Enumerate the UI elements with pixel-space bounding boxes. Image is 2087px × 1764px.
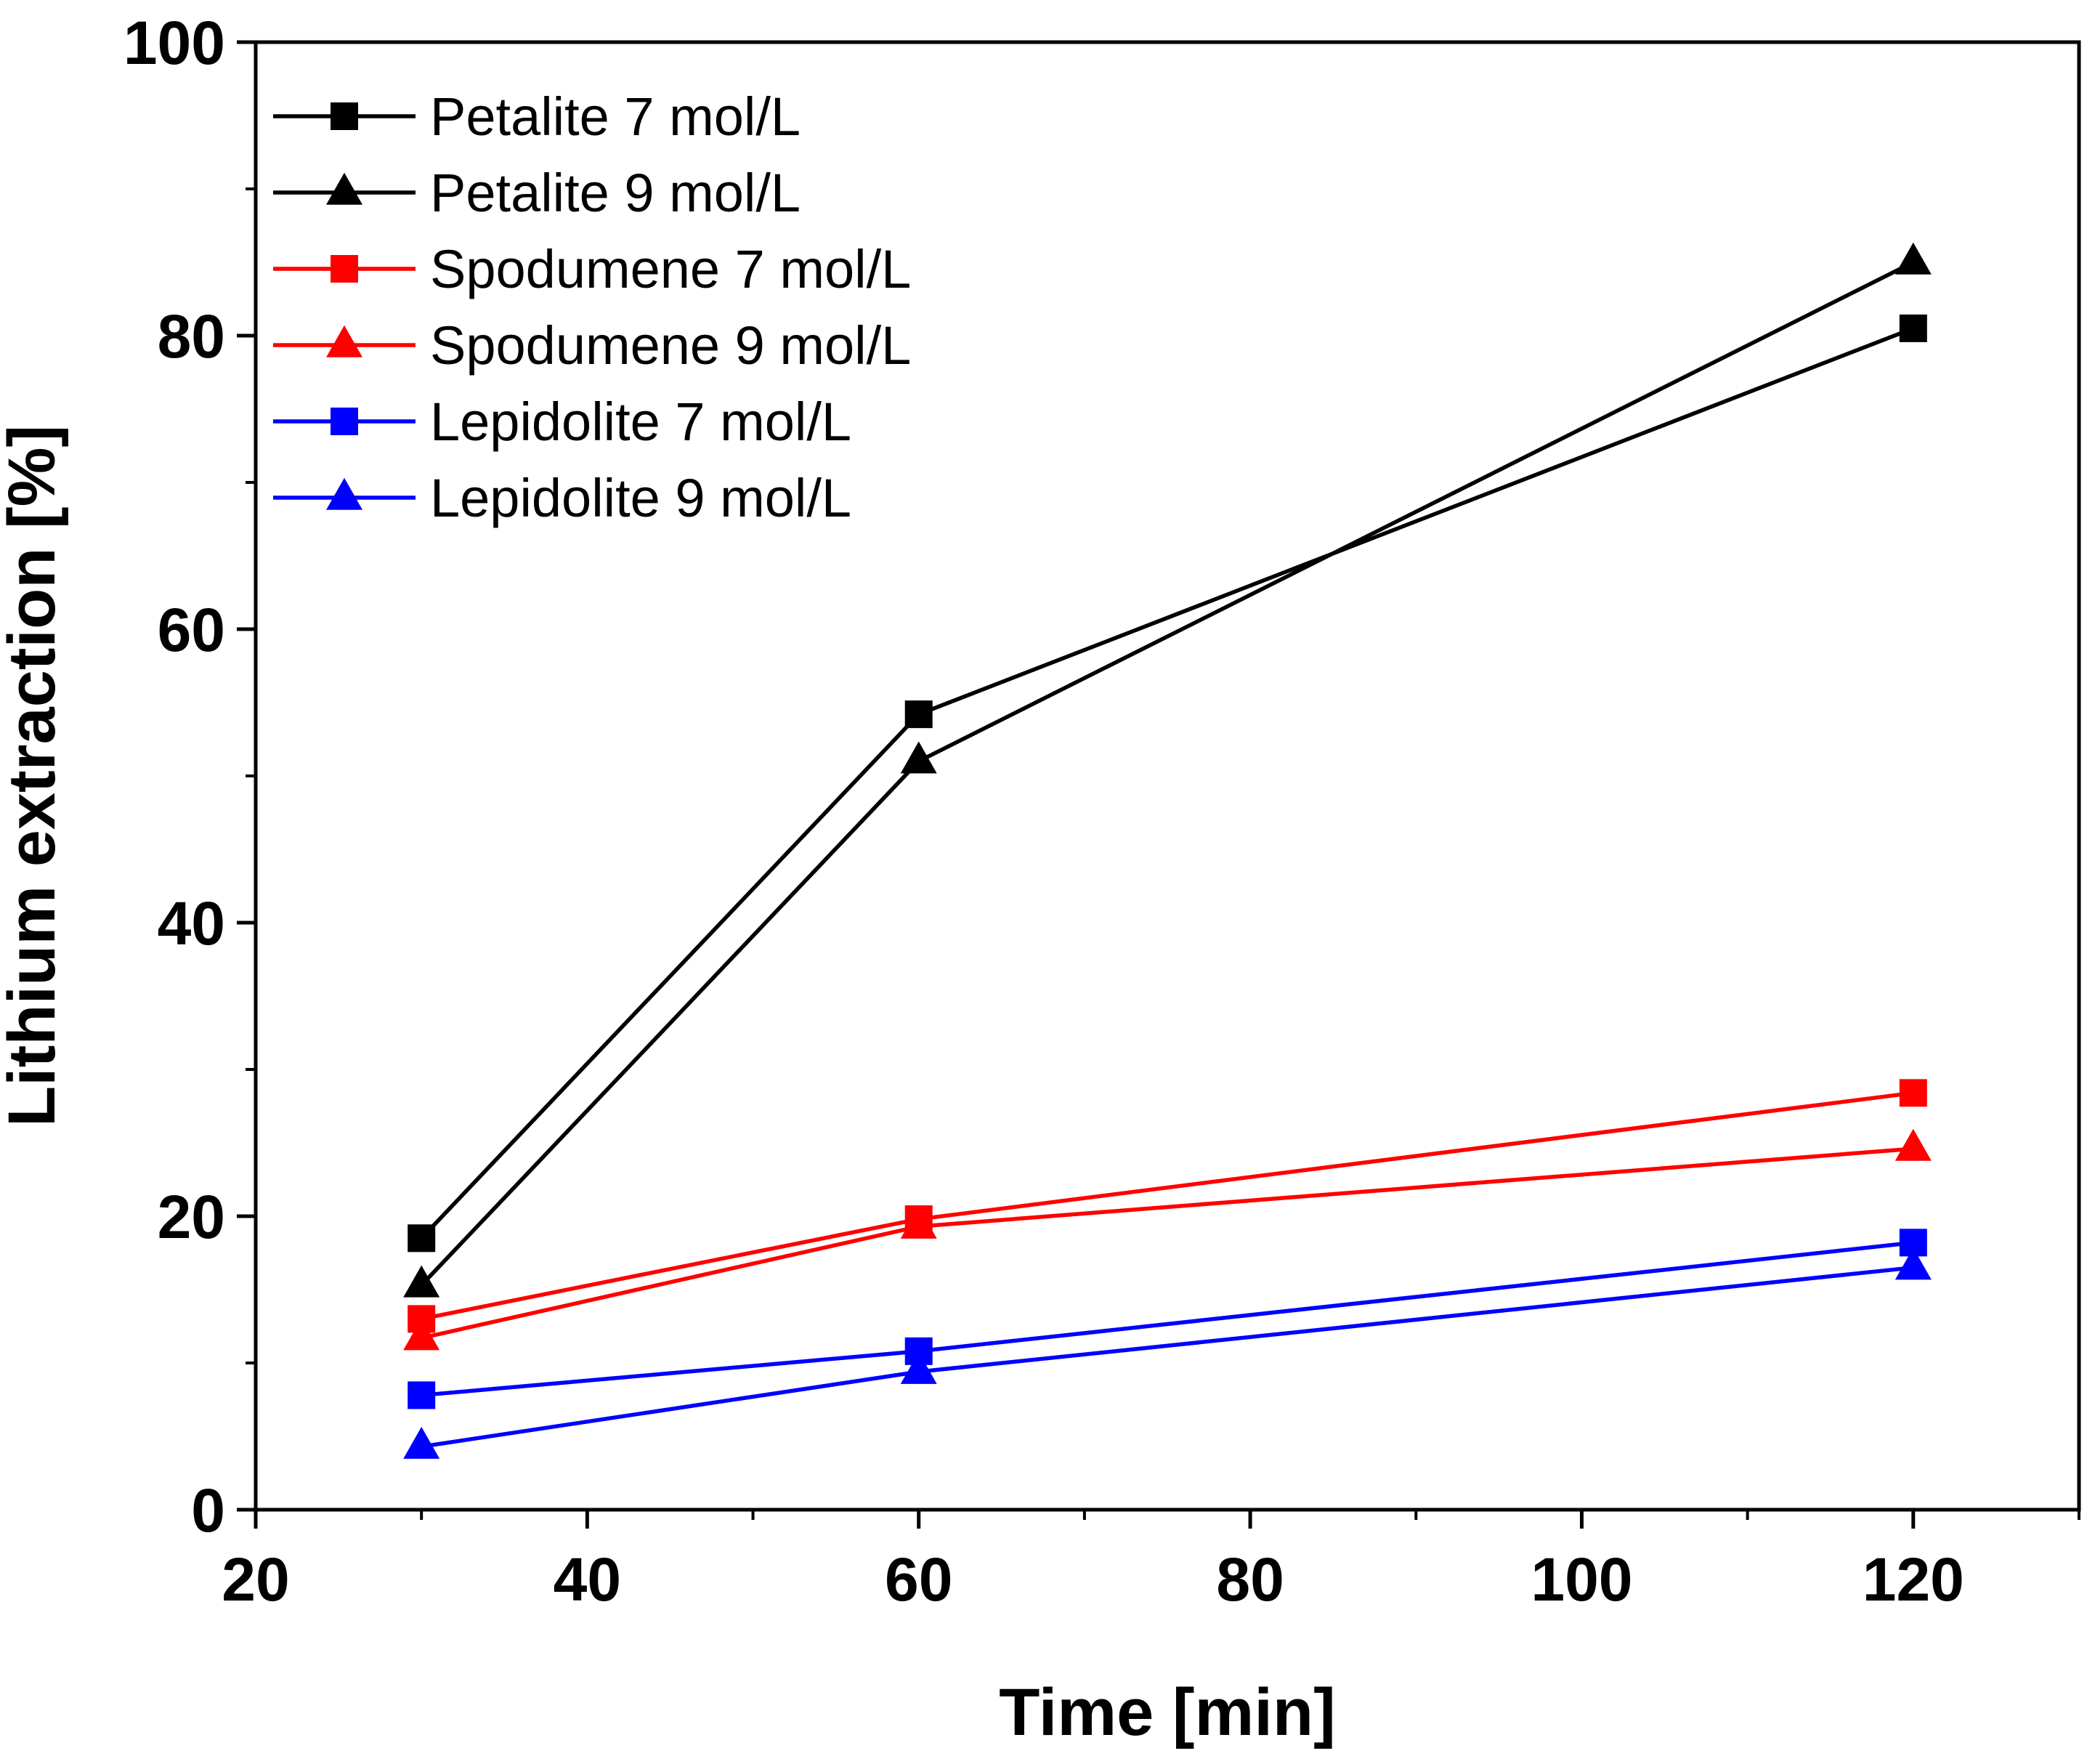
data-point-square — [1899, 1079, 1927, 1107]
legend-entry: Spodumene 7 mol/L — [273, 239, 911, 299]
series-1 — [403, 242, 1932, 1298]
y-tick-label: 20 — [158, 1183, 225, 1251]
series-line — [421, 1265, 1914, 1449]
y-tick-label: 60 — [158, 596, 225, 664]
x-tick-label: 120 — [1863, 1545, 1964, 1614]
legend-marker — [331, 102, 358, 130]
data-point-square — [408, 1381, 436, 1409]
series-line — [421, 1240, 1914, 1398]
data-point-triangle — [900, 741, 937, 774]
y-tick-label: 100 — [123, 9, 225, 77]
x-tick-label: 40 — [554, 1545, 621, 1614]
y-axis-title: Lithium extraction [%] — [0, 425, 69, 1127]
y-tick-label: 0 — [191, 1476, 225, 1545]
data-point-triangle — [1894, 242, 1932, 275]
legend-entry: Spodumene 9 mol/L — [273, 315, 911, 376]
x-tick-label: 100 — [1531, 1545, 1632, 1614]
x-tick-label: 20 — [222, 1545, 289, 1614]
series-4 — [408, 1229, 1927, 1409]
data-point-triangle — [1894, 1128, 1932, 1161]
y-tick-label: 80 — [158, 302, 225, 371]
legend-label: Petalite 7 mol/L — [430, 86, 801, 147]
data-point-square — [904, 700, 933, 729]
data-point-triangle — [403, 1318, 440, 1351]
series-5 — [403, 1247, 1932, 1459]
legend-label: Lepidolite 9 mol/L — [430, 468, 851, 528]
series-3 — [403, 1128, 1932, 1351]
series-line — [420, 326, 1914, 1240]
x-tick-label: 60 — [885, 1545, 952, 1614]
legend-marker — [331, 408, 358, 435]
data-point-square — [1899, 314, 1927, 342]
x-axis-title: Time [min] — [999, 1675, 1335, 1749]
legend-entry: Petalite 7 mol/L — [273, 86, 801, 147]
legend-marker — [326, 325, 362, 357]
legend: Petalite 7 mol/L Petalite 9 mol/L Spodumen… — [273, 86, 911, 528]
legend-entry: Lepidolite 9 mol/L — [273, 468, 851, 528]
series-line — [421, 1146, 1914, 1340]
legend-label: Spodumene 9 mol/L — [430, 315, 911, 376]
y-tick-label: 40 — [158, 889, 225, 958]
data-point-triangle — [900, 1351, 937, 1384]
data-point-triangle — [1894, 1247, 1932, 1280]
data-point-triangle — [900, 1206, 937, 1239]
legend-label: Petalite 9 mol/L — [430, 163, 801, 223]
series-0 — [408, 314, 1927, 1253]
legend-entry: Lepidolite 7 mol/L — [273, 392, 851, 452]
data-point-triangle — [403, 1426, 440, 1459]
data-point-triangle — [403, 1265, 440, 1298]
plot-series — [403, 242, 1932, 1459]
data-point-square — [408, 1224, 436, 1253]
legend-marker — [326, 477, 362, 510]
legend-marker — [326, 172, 362, 205]
legend-label: Spodumene 7 mol/L — [430, 239, 911, 299]
legend-marker — [331, 255, 358, 283]
legend-entry: Petalite 9 mol/L — [273, 163, 801, 223]
legend-label: Lepidolite 7 mol/L — [430, 392, 851, 452]
x-tick-label: 80 — [1216, 1545, 1284, 1614]
